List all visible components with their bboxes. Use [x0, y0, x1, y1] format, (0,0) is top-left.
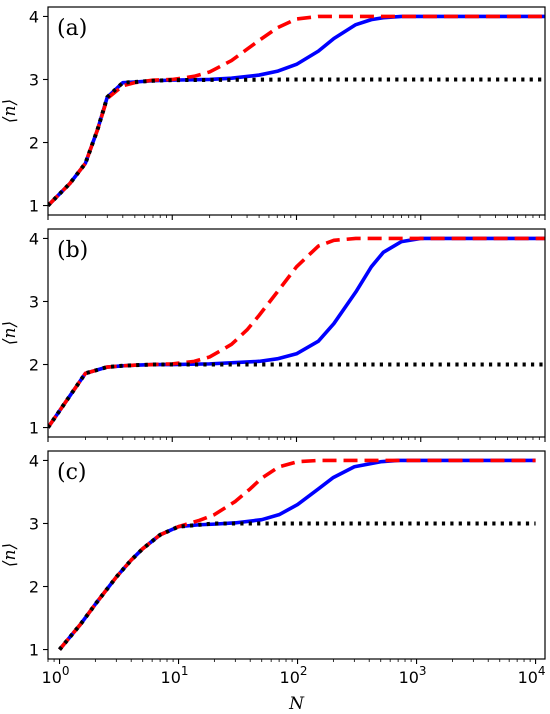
x-tick-label: 102	[280, 664, 308, 687]
series-line-solid	[58, 458, 536, 651]
y-tick-label: 2	[29, 356, 39, 375]
series-group	[48, 236, 545, 429]
x-tick-label: 101	[161, 664, 189, 687]
y-tick-label: 3	[29, 292, 39, 311]
series-line-dotted	[48, 362, 545, 429]
series-line-dotted	[48, 77, 545, 207]
y-tick-label: 1	[29, 197, 39, 216]
panels-group: 1 2 3 4 ⟨n⟩ (a) 1 2 3 4 ⟨n⟩ (b) 1 2 3 4 100 101 102 103 104 ⟨…	[0, 6, 546, 714]
y-axis-label: ⟨n⟩	[0, 321, 20, 345]
y-tick-label: 1	[29, 419, 39, 438]
axes-frame	[47, 228, 546, 438]
series-group	[48, 14, 545, 207]
panel-label: (c)	[57, 460, 87, 485]
series-line-dashed	[48, 236, 545, 429]
axes-frame	[47, 6, 546, 216]
y-axis-label: ⟨n⟩	[0, 543, 20, 567]
y-tick-label: 1	[29, 641, 39, 660]
x-tick-label: 100	[42, 664, 70, 687]
y-tick-label: 2	[29, 134, 39, 153]
series-line-dotted	[57, 521, 536, 651]
x-tick-label: 103	[399, 664, 427, 687]
y-axis-label: ⟨n⟩	[0, 99, 20, 123]
y-tick-label: 4	[29, 229, 39, 248]
panel-label: (a)	[57, 16, 87, 41]
axes-frame	[47, 450, 546, 660]
series-line-dashed	[48, 14, 545, 207]
x-tick-label: 104	[518, 664, 546, 687]
y-tick-label: 4	[29, 7, 39, 26]
y-tick-label: 3	[29, 70, 39, 89]
panel-label: (b)	[57, 238, 88, 263]
y-tick-label: 4	[29, 451, 39, 470]
series-group	[57, 458, 536, 651]
panel-b: 1 2 3 4 ⟨n⟩ (b)	[0, 228, 546, 442]
y-tick-label: 2	[29, 578, 39, 597]
series-line-solid	[48, 14, 545, 207]
y-tick-label: 3	[29, 514, 39, 533]
panel-c: 1 2 3 4 100 101 102 103 104 ⟨n⟩ N (c)	[0, 450, 546, 714]
panel-a: 1 2 3 4 ⟨n⟩ (a)	[0, 6, 546, 220]
series-line-dashed	[58, 458, 536, 651]
x-axis-label: N	[288, 694, 305, 714]
